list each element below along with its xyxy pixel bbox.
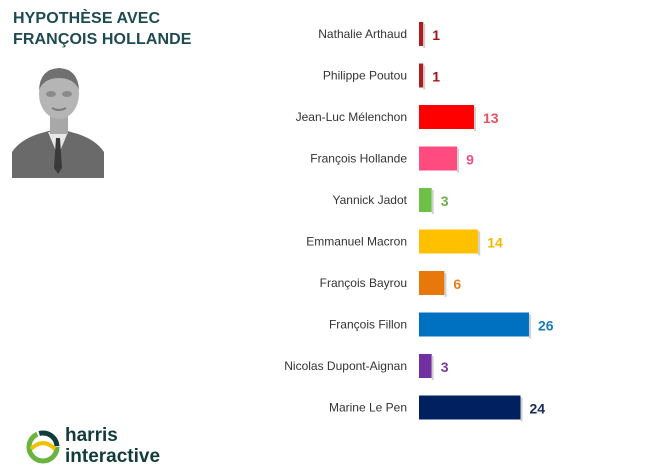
category-label: François Hollande: [310, 152, 407, 166]
category-label: Marine Le Pen: [329, 401, 407, 415]
bar: [419, 312, 529, 337]
chart-title-line2: FRANÇOIS HOLLANDE: [13, 31, 192, 48]
chart-title: HYPOTHÈSE AVEC FRANÇOIS HOLLANDE: [13, 8, 192, 50]
bar: [419, 354, 432, 378]
bar: [419, 105, 474, 129]
chart-title-line1: HYPOTHÈSE AVEC: [13, 10, 161, 27]
bar: [419, 229, 479, 254]
category-label: Nicolas Dupont-Aignan: [284, 359, 407, 373]
data-label: 9: [466, 152, 474, 168]
bar-shadow: [473, 107, 476, 131]
bar: [419, 395, 521, 420]
bar-shadow: [528, 314, 531, 339]
category-label: Philippe Poutou: [323, 69, 407, 83]
logo-line2: interactive: [65, 446, 161, 467]
data-label: 3: [441, 193, 449, 209]
category-label: Yannick Jadot: [333, 193, 408, 207]
harris-interactive-logo: harris interactive: [25, 425, 175, 471]
bar-shadow: [423, 65, 426, 90]
bar: [419, 271, 445, 295]
harris-logo-icon: [26, 430, 60, 464]
candidate-portrait: [12, 60, 104, 178]
category-label: Nathalie Arthaud: [318, 27, 407, 41]
bar-shadow: [457, 148, 460, 173]
data-label: 26: [538, 318, 554, 334]
data-label: 1: [432, 27, 440, 43]
data-label: 24: [530, 401, 546, 417]
bar-shadow: [431, 356, 434, 380]
category-label: François Bayrou: [320, 276, 407, 290]
category-label: Jean-Luc Mélenchon: [296, 110, 407, 124]
bar-shadow: [423, 24, 426, 48]
bar: [419, 22, 424, 46]
bar-shadow: [478, 231, 481, 256]
bar-shadow: [444, 273, 447, 297]
data-label: 6: [453, 276, 461, 292]
data-label: 14: [487, 235, 503, 251]
data-label: 3: [441, 359, 449, 375]
bar: [419, 188, 432, 212]
harris-logo-text: harris interactive: [65, 425, 160, 467]
bar-shadow: [431, 190, 434, 214]
logo-line1: harris: [65, 425, 118, 446]
bar: [419, 63, 424, 88]
bar-shadow: [520, 397, 523, 422]
category-label: François Fillon: [329, 318, 407, 332]
data-label: 13: [483, 110, 499, 126]
data-label: 1: [432, 69, 440, 85]
bar: [419, 146, 458, 171]
category-label: Emmanuel Macron: [306, 235, 407, 249]
